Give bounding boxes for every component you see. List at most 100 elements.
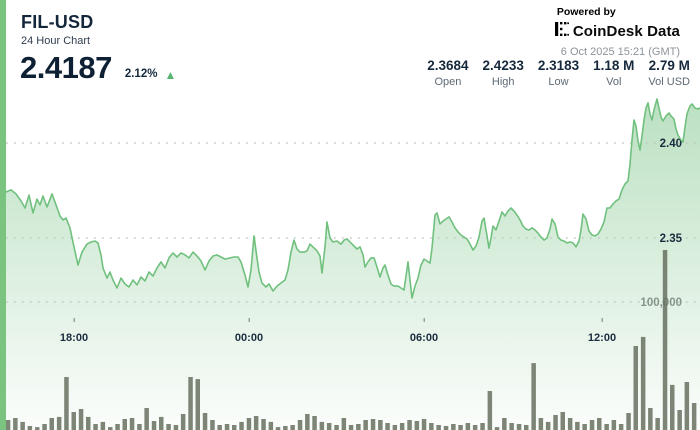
volume-bar <box>246 418 252 430</box>
volume-bar <box>151 421 157 430</box>
volume-bar <box>560 412 565 430</box>
volume-bar <box>640 336 646 430</box>
volume-bar <box>210 420 215 430</box>
volume-bar <box>655 418 660 430</box>
volume-bar <box>129 418 135 430</box>
volume-bar <box>691 403 697 430</box>
volume-bar <box>516 424 522 430</box>
volume-bar <box>326 423 332 430</box>
volume-bar <box>531 363 536 430</box>
volume-bar <box>575 421 580 430</box>
volume-bar <box>195 379 200 430</box>
volume-bar <box>297 420 303 430</box>
volume-bar <box>290 425 295 430</box>
stat-vol: 1.18 M Vol <box>593 58 634 88</box>
stat-vol-usd-label: Vol USD <box>648 76 690 88</box>
volume-bar <box>20 421 25 430</box>
powered-by-label: Powered by <box>556 6 616 18</box>
volume-bar <box>42 424 47 430</box>
volume-bar <box>582 424 587 430</box>
stat-open-label: Open <box>434 76 462 88</box>
stat-vol-label: Vol <box>606 76 622 88</box>
stat-vol-usd: 2.79 M Vol USD <box>648 58 690 88</box>
price-line <box>5 98 700 299</box>
page-title: FIL-USD <box>21 12 94 32</box>
volume-bar <box>27 426 33 430</box>
x-tick-0000: 00:00 <box>235 332 263 344</box>
volume-bar <box>159 416 164 430</box>
ohlc-stats-row: 2.3684 Open 2.4233 High 2.3183 Low 1.18 … <box>427 58 690 88</box>
volume-bar <box>115 424 120 430</box>
stat-high: 2.4233 High <box>483 58 524 88</box>
volume-bar <box>670 384 675 430</box>
volume-bar <box>487 391 493 430</box>
volume-bar <box>502 418 507 430</box>
volume-bar <box>283 426 288 430</box>
y-tick-2-40: 2.40 <box>660 138 682 150</box>
coindesk-logo[interactable]: CoinDesk Data <box>554 22 680 41</box>
volume-bar <box>13 418 18 430</box>
stat-open: 2.3684 Open <box>427 58 468 88</box>
volume-bar <box>319 421 325 430</box>
volume-bar <box>312 416 317 430</box>
volume-bar <box>275 427 281 430</box>
volume-bar <box>604 424 609 430</box>
volume-bar <box>421 419 427 430</box>
volume-bar <box>399 423 405 430</box>
volume-bar <box>385 423 390 430</box>
volume-bar <box>144 408 149 430</box>
volume-bar <box>392 425 398 430</box>
volume-bar <box>567 418 573 430</box>
y-tick-volume-100k: 100,000 <box>640 297 682 309</box>
stat-low: 2.3183 Low <box>538 58 579 88</box>
volume-bar <box>597 418 602 430</box>
volume-bar <box>348 425 354 430</box>
volume-bar <box>5 420 11 430</box>
volume-bar <box>472 425 478 430</box>
volume-bar <box>268 421 274 430</box>
volume-bar <box>305 414 310 430</box>
stat-vol-value: 1.18 M <box>593 58 635 73</box>
chart-range-label: 24 Hour Chart <box>21 35 91 47</box>
volume-bar <box>436 425 441 430</box>
volume-bar <box>443 426 449 430</box>
stat-vol-usd-value: 2.79 M <box>648 58 690 73</box>
volume-bar <box>545 421 551 430</box>
brand-accent-stripe <box>0 0 6 430</box>
volume-bar <box>217 425 222 430</box>
volume-bar <box>626 413 631 430</box>
volume-bar <box>173 425 179 430</box>
volume-bar <box>407 420 412 430</box>
volume-bar <box>677 410 682 430</box>
stat-open-value: 2.3684 <box>427 58 469 73</box>
stat-high-value: 2.4233 <box>482 58 524 73</box>
volume-bar <box>232 425 237 430</box>
volume-bar <box>494 427 500 430</box>
volume-bar <box>589 420 595 430</box>
volume-bar <box>356 424 361 430</box>
volume-bar <box>451 424 456 430</box>
volume-bar <box>71 412 76 430</box>
volume-bar <box>553 415 558 430</box>
volume-bar <box>370 419 376 430</box>
volume-bar <box>108 427 113 430</box>
volume-bar <box>524 425 529 430</box>
volume-bar <box>684 382 690 430</box>
stat-low-label: Low <box>548 76 569 88</box>
volume-bar <box>188 377 193 430</box>
volume-bar <box>122 419 127 430</box>
volume-bar <box>662 250 668 430</box>
volume-bar <box>224 424 230 430</box>
volume-bar <box>334 425 339 430</box>
volume-bar <box>509 423 514 430</box>
coindesk-logo-icon <box>554 22 569 41</box>
volume-bars <box>5 250 697 430</box>
volume-bar <box>86 416 91 430</box>
y-tick-2-35: 2.35 <box>660 233 683 245</box>
volume-bar <box>429 423 434 430</box>
volume-bar <box>458 425 463 430</box>
volume-bar <box>538 418 544 430</box>
stat-high-label: High <box>491 76 515 88</box>
